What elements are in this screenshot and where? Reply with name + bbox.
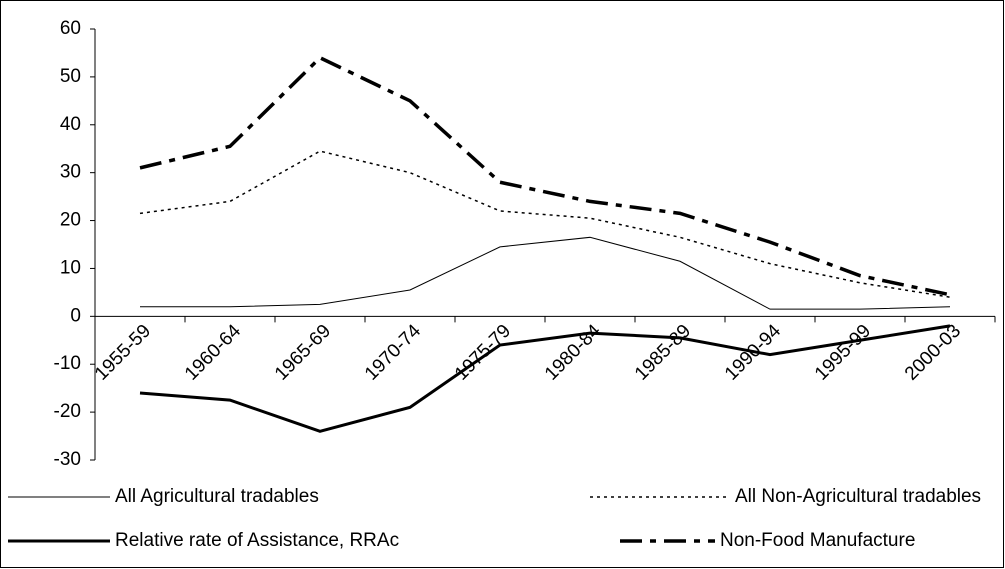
series-line [139, 324, 951, 433]
y-tick-label: -30 [54, 449, 81, 470]
legend-label: Non-Food Manufacture [720, 530, 915, 551]
y-tick-label: 40 [60, 114, 81, 135]
y-tick-label: -20 [54, 401, 81, 422]
y-tick-label: 30 [60, 162, 81, 183]
y-tick-label: 60 [60, 18, 81, 39]
legend-label: Relative rate of Assistance, RRAc [115, 530, 399, 551]
y-tick-label: 50 [60, 66, 81, 87]
series-line [139, 55, 951, 297]
y-tick-label: 20 [60, 210, 81, 231]
legend-label: All Non-Agricultural tradables [735, 486, 981, 507]
y-tick-label: 10 [60, 257, 81, 278]
legend-label: All Agricultural tradables [115, 486, 319, 507]
y-tick-label: 0 [70, 305, 81, 326]
series-line [139, 150, 951, 298]
series-line [140, 236, 951, 310]
y-tick-label: -10 [54, 353, 81, 374]
